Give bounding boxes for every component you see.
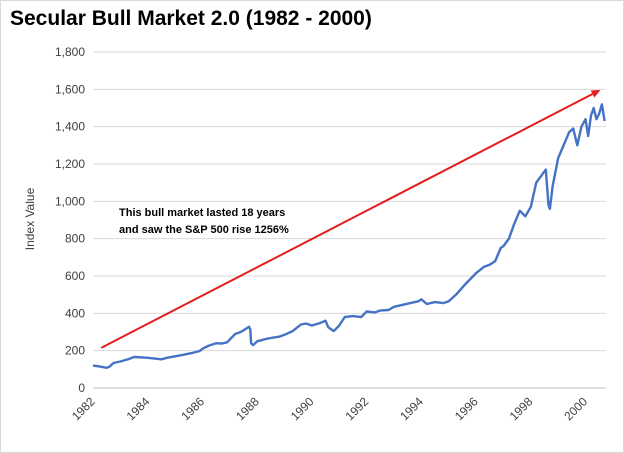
arrow-layer — [100, 89, 601, 349]
trend-arrow-head — [590, 89, 601, 98]
y-tick-label: 0 — [78, 381, 85, 395]
chart-title: Secular Bull Market 2.0 (1982 - 2000) — [10, 7, 372, 30]
y-tick-label: 1,600 — [55, 82, 85, 96]
series-line-0 — [92, 103, 606, 369]
y-tick-label: 1,200 — [55, 157, 85, 171]
x-tick-label: 1998 — [507, 394, 536, 423]
y-axis-label: Index Value — [23, 187, 37, 250]
y-tick-label: 1,000 — [55, 194, 85, 208]
x-tick-label: 1990 — [288, 394, 317, 423]
gridlines — [93, 51, 606, 389]
x-tick-label: 1994 — [397, 394, 426, 423]
x-tick-label: 2000 — [561, 394, 590, 423]
x-axis-ticks: 1982 1984 1986 1988 1990 1992 1994 1996 1998 2000 — [69, 394, 590, 423]
series-layer — [92, 103, 606, 369]
x-tick-label: 1996 — [452, 394, 481, 423]
annotation-line-1: This bull market lasted 18 years — [119, 207, 285, 219]
x-tick-label: 1986 — [178, 394, 207, 423]
annotation-line-2: and saw the S&P 500 rise 1256% — [119, 224, 289, 236]
trend-arrow-shaft — [100, 93, 593, 349]
y-axis-ticks: 0 200 400 600 800 1,000 1,200 1,400 1,600 1,800 — [55, 45, 85, 395]
x-tick-label: 1982 — [69, 394, 98, 423]
y-tick-label: 200 — [65, 344, 85, 358]
y-tick-label: 1,800 — [55, 45, 85, 59]
y-tick-label: 1,400 — [55, 120, 85, 134]
y-tick-label: 600 — [65, 269, 85, 283]
y-tick-label: 800 — [65, 232, 85, 246]
x-tick-label: 1992 — [343, 394, 372, 423]
x-tick-label: 1988 — [233, 394, 262, 423]
y-tick-label: 400 — [65, 306, 85, 320]
x-tick-label: 1984 — [124, 394, 153, 423]
